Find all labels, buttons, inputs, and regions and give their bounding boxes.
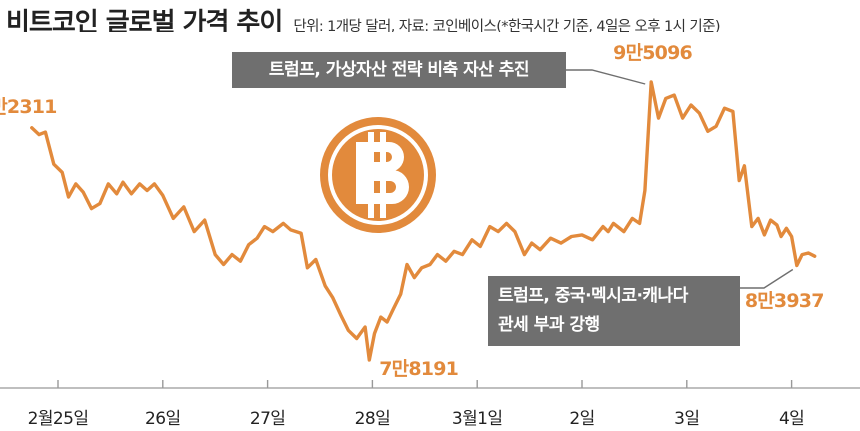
annotation-mid-line2: 관세 부과 강행 — [498, 315, 600, 335]
annotation-mid-line1: 트럼프, 중국·멕시코·캐나다 — [498, 286, 688, 306]
chart-source-note: 단위: 1개당 달러, 자료: 코인베이스(*한국시간 기준, 4일은 오후 1… — [293, 19, 720, 32]
data-label: 9만2311 — [0, 95, 57, 118]
x-tick-label: 26일 — [145, 409, 181, 429]
data-label: 7만8191 — [379, 358, 459, 380]
chart-title: 비트코인 글로벌 가격 추이 — [6, 8, 283, 32]
x-tick-label: 2월25일 — [27, 409, 89, 429]
annotation-mid: 트럼프, 중국·멕시코·캐나다 관세 부과 강행 — [488, 276, 740, 346]
x-tick-label: 4일 — [778, 409, 805, 429]
annotation-mid-pointer — [740, 268, 794, 289]
annotation-top: 트럼프, 가상자산 전략 비축 자산 추진 — [232, 52, 566, 88]
annotation-top-pointer — [566, 69, 646, 85]
x-tick-label: 3월1일 — [451, 409, 503, 429]
header: 비트코인 글로벌 가격 추이 단위: 1개당 달러, 자료: 코인베이스(*한국… — [6, 2, 856, 32]
x-tick-label: 3일 — [674, 409, 700, 429]
data-label: 8만3937 — [744, 289, 825, 312]
price-line — [30, 80, 817, 362]
x-tick-label: 27일 — [249, 409, 286, 429]
annotation-top-text: 트럼프, 가상자산 전략 비축 자산 추진 — [268, 60, 530, 80]
x-tick-label: 28일 — [354, 409, 391, 429]
x-tick-label: 2일 — [569, 409, 595, 429]
bitcoin-logo-icon — [320, 117, 436, 233]
data-label: 9만5096 — [613, 42, 693, 64]
bitcoin-symbol — [356, 132, 409, 218]
x-axis-ticks — [57, 380, 793, 388]
